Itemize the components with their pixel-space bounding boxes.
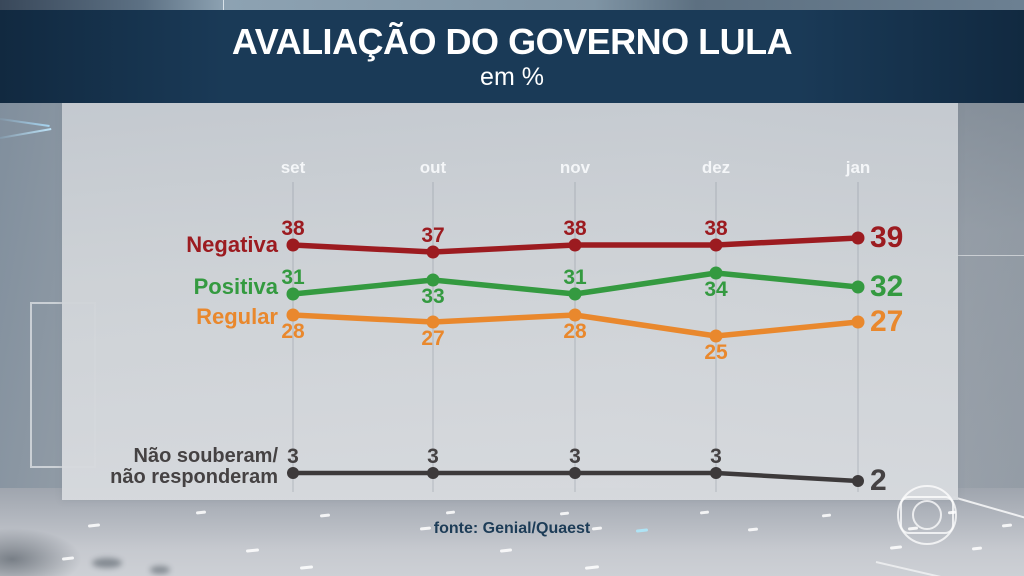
floor-smudge [92,558,122,568]
title-banner: AVALIAÇÃO DO GOVERNO LULA em % [0,10,1024,103]
globo-logo-icon [912,500,942,530]
chart-title: AVALIAÇÃO DO GOVERNO LULA [231,20,793,62]
globo-logo-icon [900,496,954,534]
floor-smudge [150,566,170,574]
chart-subtitle: em % [480,62,544,91]
header-strip-divider [223,0,224,10]
corner-shadow [0,528,82,576]
chart-panel [62,103,958,500]
source-credit: fonte: Genial/Quaest [433,520,591,537]
background-light-streak [0,127,52,139]
background-line-decoration [956,255,1024,256]
background-light-streak [0,118,50,127]
header-top-strip [0,0,1024,10]
globo-logo-icon [897,485,957,545]
studio-floor [0,488,1024,576]
